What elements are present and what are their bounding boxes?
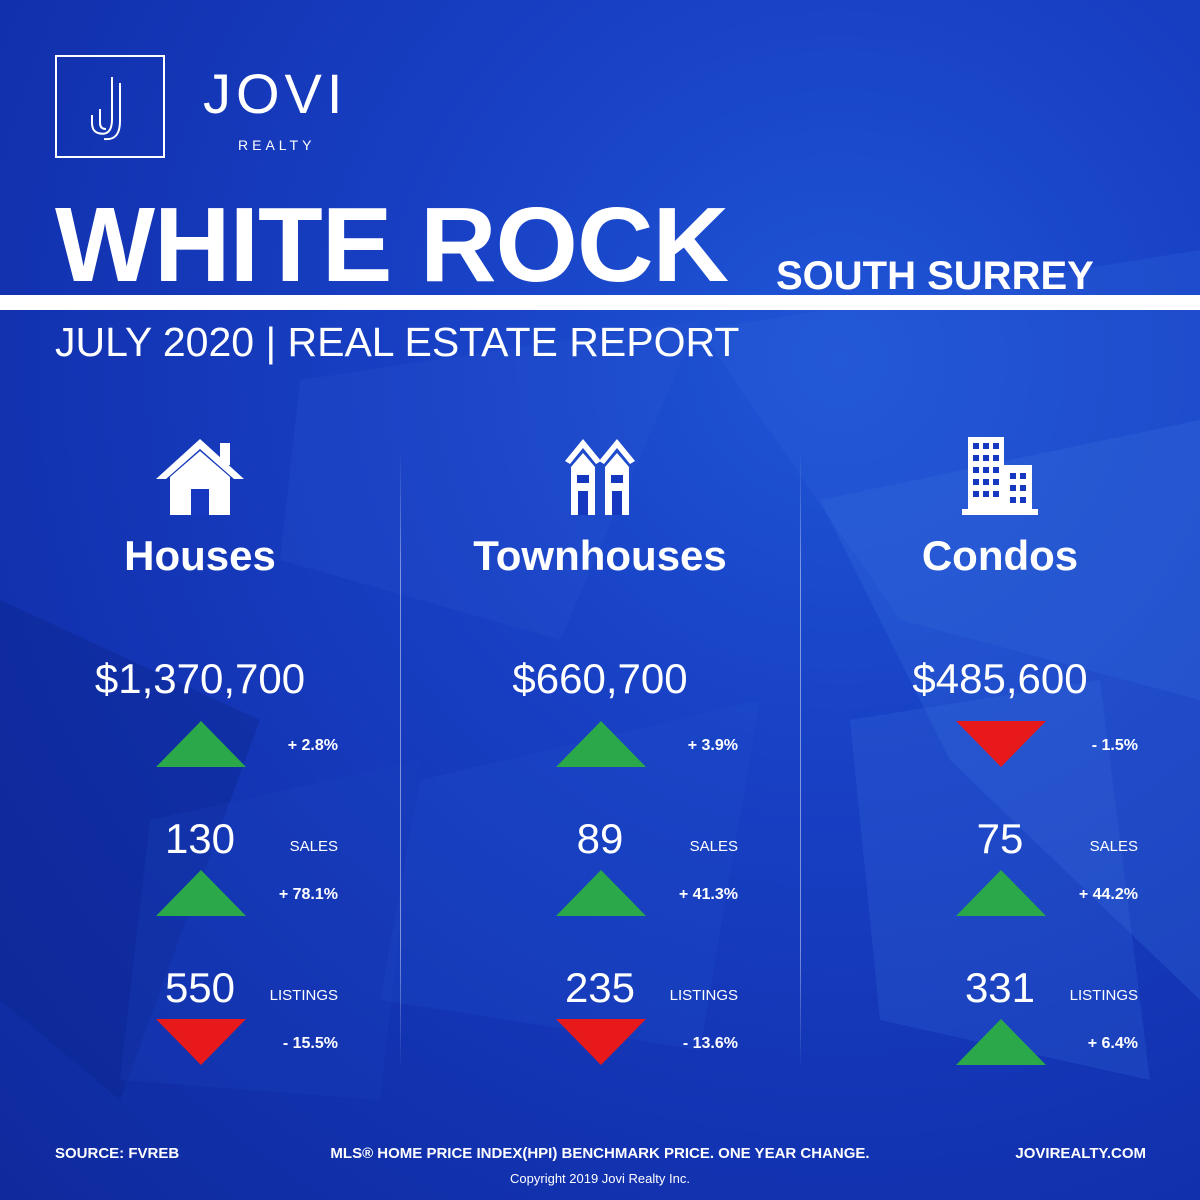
sales-change: + 44.2% bbox=[1078, 886, 1138, 903]
sales-label: SALES bbox=[689, 838, 738, 855]
price-change: - 1.5% bbox=[1091, 737, 1138, 754]
sales-count: 75 bbox=[976, 815, 1024, 862]
trend-down-icon bbox=[556, 1019, 646, 1065]
trend-up-icon bbox=[156, 721, 246, 767]
listings-label: LISTINGS bbox=[269, 987, 338, 1004]
footer-note: MLS® HOME PRICE INDEX(HPI) BENCHMARK PRI… bbox=[330, 1145, 870, 1162]
sales-change: + 78.1% bbox=[278, 886, 338, 903]
category-name: Condos bbox=[921, 532, 1079, 579]
column-divider bbox=[400, 450, 401, 1070]
title-rule bbox=[0, 295, 1200, 310]
listings-change: - 13.6% bbox=[682, 1035, 738, 1052]
footer-source: SOURCE: FVREB bbox=[55, 1145, 180, 1162]
sales-label: SALES bbox=[1089, 838, 1138, 855]
trend-up-icon bbox=[556, 721, 646, 767]
benchmark-price: $1,370,700 bbox=[94, 655, 306, 702]
column-divider bbox=[800, 450, 801, 1070]
page-subtitle: SOUTH SURREY bbox=[776, 254, 1094, 298]
trend-up-icon bbox=[556, 870, 646, 916]
sales-label: SALES bbox=[289, 838, 338, 855]
benchmark-price: $660,700 bbox=[512, 655, 688, 702]
logo-box bbox=[55, 55, 165, 158]
house-icon bbox=[0, 435, 400, 522]
sales-change: + 41.3% bbox=[678, 886, 738, 903]
price-change: + 3.9% bbox=[687, 737, 738, 754]
sales-count: 130 bbox=[164, 815, 236, 862]
brand-name: JOVI bbox=[203, 62, 348, 125]
category-name: Houses bbox=[124, 532, 276, 579]
trend-down-icon bbox=[156, 1019, 246, 1065]
listings-count: 550 bbox=[164, 964, 236, 1011]
trend-up-icon bbox=[956, 1019, 1046, 1065]
report-heading: JULY 2020 | REAL ESTATE REPORT bbox=[55, 319, 740, 365]
condo-building-icon bbox=[800, 435, 1200, 520]
footer-copyright: Copyright 2019 Jovi Realty Inc. bbox=[510, 1171, 690, 1186]
price-change: + 2.8% bbox=[287, 737, 338, 754]
listings-change: - 15.5% bbox=[282, 1035, 338, 1052]
listings-count: 235 bbox=[564, 964, 636, 1011]
column-townhouses: Townhouses $660,700 + 3.9% 89 SALES + 41… bbox=[400, 0, 800, 1200]
listings-label: LISTINGS bbox=[1069, 987, 1138, 1004]
trend-down-icon bbox=[956, 721, 1046, 767]
sales-count: 89 bbox=[576, 815, 624, 862]
listings-count: 331 bbox=[964, 964, 1036, 1011]
benchmark-price: $485,600 bbox=[912, 655, 1088, 702]
listings-label: LISTINGS bbox=[669, 987, 738, 1004]
townhouse-icon bbox=[400, 435, 800, 520]
trend-up-icon bbox=[156, 870, 246, 916]
column-condos: Condos $485,600 - 1.5% 75 SALES + 44.2% … bbox=[800, 0, 1200, 1200]
brand-subtitle: REALTY bbox=[238, 137, 316, 153]
logo-j-icon bbox=[91, 77, 121, 141]
page-title: WHITE ROCK bbox=[55, 186, 729, 304]
footer-website-link[interactable]: JOVIREALTY.COM bbox=[1015, 1145, 1146, 1162]
listings-change: + 6.4% bbox=[1087, 1035, 1138, 1052]
category-name: Townhouses bbox=[473, 532, 727, 579]
trend-up-icon bbox=[956, 870, 1046, 916]
column-houses: Houses $1,370,700 + 2.8% 130 SALES + 78.… bbox=[0, 0, 400, 1200]
